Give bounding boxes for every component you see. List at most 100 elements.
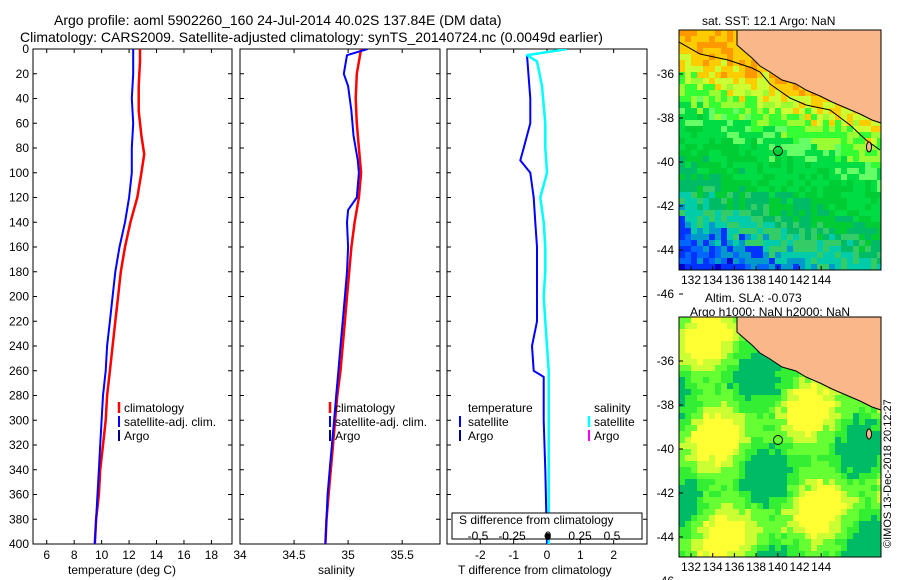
map-cell bbox=[877, 539, 881, 546]
map-cell bbox=[745, 252, 752, 259]
map-cell bbox=[787, 150, 794, 157]
map-cell bbox=[841, 126, 848, 133]
map-cell bbox=[763, 162, 770, 169]
map-cell bbox=[799, 467, 806, 474]
map-cell bbox=[739, 551, 746, 557]
map-cell bbox=[775, 527, 782, 534]
map-cell bbox=[847, 539, 854, 546]
map-cell bbox=[709, 96, 716, 103]
map-cell bbox=[745, 473, 752, 480]
map-cell bbox=[733, 485, 740, 492]
map-cell bbox=[835, 168, 842, 175]
map-cell bbox=[799, 198, 806, 205]
map-cell bbox=[817, 437, 824, 444]
map-cell bbox=[691, 120, 698, 127]
map-cell bbox=[871, 192, 878, 199]
map-cell bbox=[727, 461, 734, 468]
map-cell bbox=[835, 174, 842, 181]
map-cell bbox=[691, 389, 698, 396]
map-cell bbox=[829, 252, 836, 259]
map-cell bbox=[829, 509, 836, 516]
map-cell bbox=[829, 443, 836, 450]
map-cell bbox=[751, 347, 758, 354]
map-cell bbox=[715, 437, 722, 444]
map-cell bbox=[715, 180, 722, 187]
difference-xlabel: T difference from climatology bbox=[458, 563, 612, 577]
map-cell bbox=[685, 48, 692, 55]
map-cell bbox=[817, 461, 824, 468]
map-cell bbox=[679, 84, 686, 91]
map-cell bbox=[715, 108, 722, 115]
map-cell bbox=[835, 533, 842, 540]
map-cell bbox=[733, 401, 740, 408]
map-cell bbox=[847, 437, 854, 444]
map-cell bbox=[841, 174, 848, 181]
map-cell bbox=[799, 156, 806, 163]
map-cell bbox=[871, 252, 878, 259]
map-cell bbox=[763, 425, 770, 432]
map-cell bbox=[871, 168, 878, 175]
map-cell bbox=[697, 353, 704, 360]
map-cell bbox=[691, 455, 698, 462]
map-cell bbox=[775, 240, 782, 247]
map-cell bbox=[823, 150, 830, 157]
map-cell bbox=[811, 120, 818, 127]
map-cell bbox=[721, 425, 728, 432]
map-cell bbox=[691, 174, 698, 181]
map-cell bbox=[739, 180, 746, 187]
map-cell bbox=[793, 551, 800, 557]
map-cell bbox=[817, 383, 824, 390]
map-cell bbox=[703, 156, 710, 163]
map-cell bbox=[829, 437, 836, 444]
map-cell bbox=[769, 437, 776, 444]
map-cell bbox=[727, 323, 734, 330]
map-cell bbox=[787, 509, 794, 516]
x-tick-label: 1 bbox=[577, 548, 584, 562]
map-cell bbox=[859, 186, 866, 193]
map-cell bbox=[781, 413, 788, 420]
map-cell bbox=[793, 132, 800, 139]
map-cell bbox=[733, 72, 740, 79]
map-cell bbox=[679, 497, 686, 504]
map-cell bbox=[679, 42, 686, 49]
map-cell bbox=[679, 144, 686, 151]
map-cell bbox=[751, 545, 758, 552]
map-cell bbox=[787, 138, 794, 145]
map-cell bbox=[829, 186, 836, 193]
map-cell bbox=[865, 419, 872, 426]
map-cell bbox=[775, 228, 782, 235]
map-cell bbox=[727, 126, 734, 133]
map-cell bbox=[847, 551, 854, 557]
map-cell bbox=[799, 413, 806, 420]
map-cell bbox=[793, 198, 800, 205]
map-cell bbox=[733, 323, 740, 330]
map-cell bbox=[829, 497, 836, 504]
map-cell bbox=[763, 515, 770, 522]
map-cell bbox=[679, 401, 686, 408]
map-cell bbox=[781, 258, 788, 265]
map-cell bbox=[721, 90, 728, 97]
map-cell bbox=[715, 485, 722, 492]
map-cell bbox=[679, 443, 686, 450]
map-cell bbox=[715, 72, 722, 79]
map-cell bbox=[691, 30, 698, 37]
map-cell bbox=[811, 485, 818, 492]
map-cell bbox=[697, 545, 704, 552]
map-cell bbox=[817, 503, 824, 510]
map-cell bbox=[817, 455, 824, 462]
map-cell bbox=[685, 485, 692, 492]
map-cell bbox=[799, 222, 806, 229]
map-cell bbox=[763, 180, 770, 187]
map-cell bbox=[721, 246, 728, 253]
salinity-x-ticks: 34 34.5 35 35.5 bbox=[233, 49, 414, 562]
map-cell bbox=[691, 503, 698, 510]
map-cell bbox=[697, 198, 704, 205]
map-cell bbox=[769, 491, 776, 498]
map-cell bbox=[793, 246, 800, 253]
map-cell bbox=[787, 258, 794, 265]
map-cell bbox=[715, 317, 722, 324]
legend-satellite-adj: satellite-adj. clim. bbox=[124, 415, 216, 429]
map-cell bbox=[787, 401, 794, 408]
map-cell bbox=[805, 449, 812, 456]
map-cell bbox=[835, 162, 842, 169]
